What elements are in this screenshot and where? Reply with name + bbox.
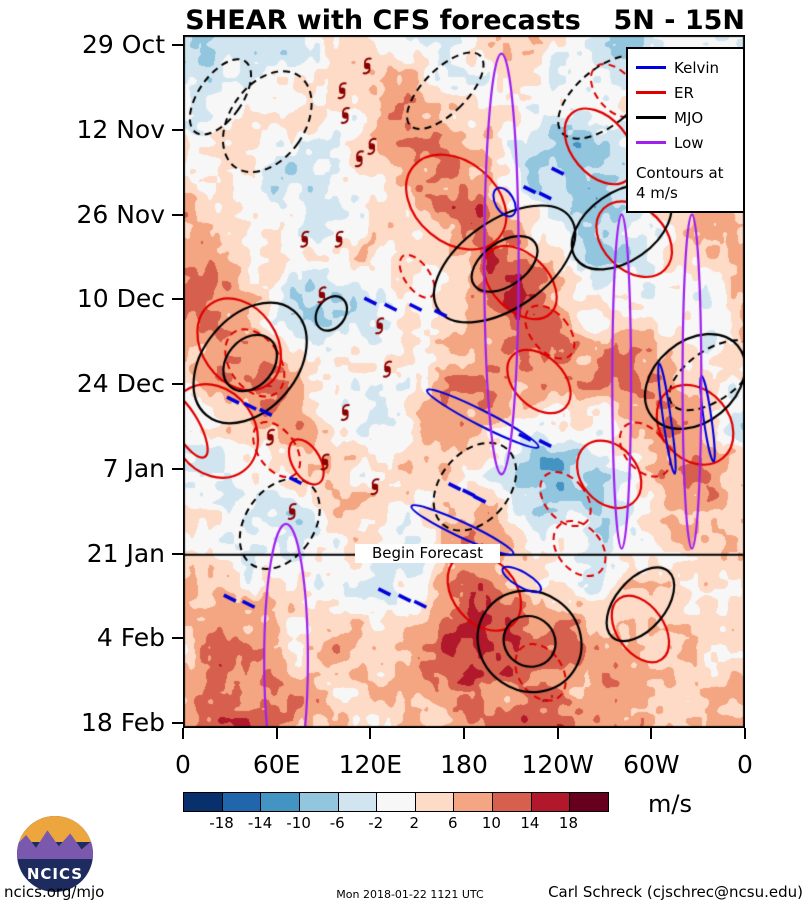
legend-entry-label: MJO xyxy=(674,108,704,127)
y-tick-mark xyxy=(172,213,183,216)
legend-entry-low: Low xyxy=(636,130,737,155)
colorbar-units: m/s xyxy=(648,790,692,818)
x-tick-label: 0 xyxy=(737,750,753,779)
contour-note: Contours at 4 m/s xyxy=(636,163,737,203)
begin-forecast-label: Begin Forecast xyxy=(355,544,500,563)
x-tick-label: 120W xyxy=(521,750,594,779)
colorbar-cell xyxy=(184,793,223,811)
logo-text: NCICS xyxy=(26,865,84,883)
colorbar-tick-label: -14 xyxy=(247,814,273,832)
footer-url: ncics.org/mjo xyxy=(4,883,105,901)
colorbar-tick-label: 2 xyxy=(409,814,420,832)
y-tick-label: 24 Dec xyxy=(76,369,165,398)
contour-note-line2: 4 m/s xyxy=(636,184,678,202)
legend-line-icon xyxy=(636,141,666,144)
x-tick-label: 0 xyxy=(175,750,191,779)
x-tick-mark xyxy=(182,728,184,739)
x-tick-mark xyxy=(275,728,278,739)
colorbar-cell xyxy=(454,793,494,811)
legend-entry-mjo: MJO xyxy=(636,105,737,130)
y-tick-mark xyxy=(172,298,183,301)
colorbar-tick-label: -2 xyxy=(368,814,384,832)
ncics-logo: NCICS xyxy=(17,816,93,892)
colorbar-tick-label: 6 xyxy=(448,814,458,832)
colorbar-tick-label: -10 xyxy=(286,814,311,832)
chart-title: SHEAR with CFS forecasts xyxy=(185,5,581,36)
colorbar xyxy=(183,792,609,812)
logo-sky xyxy=(17,816,93,842)
colorbar-cell xyxy=(338,793,378,811)
x-tick-mark xyxy=(556,728,559,739)
legend-entry-kelvin: Kelvin xyxy=(636,55,737,80)
colorbar-cell xyxy=(531,793,571,811)
colorbar-cell xyxy=(377,793,416,811)
y-tick-mark xyxy=(172,128,183,131)
colorbar-cell xyxy=(299,793,339,811)
colorbar-tick-label: 18 xyxy=(558,814,578,832)
y-tick-mark xyxy=(172,552,183,555)
colorbar-tick-label: 14 xyxy=(520,814,540,832)
y-tick-label: 12 Nov xyxy=(76,114,165,144)
colorbar-cell xyxy=(493,793,532,811)
legend-entries: Kelvin ER MJO Low xyxy=(636,55,737,155)
x-tick-mark xyxy=(650,728,653,739)
footer-timestamp: Mon 2018-01-22 1121 UTC xyxy=(336,888,484,901)
x-tick-label: 120E xyxy=(338,750,403,779)
colorbar-cell xyxy=(415,793,455,811)
y-tick-mark xyxy=(172,44,183,46)
y-tick-label: 7 Jan xyxy=(102,453,165,483)
x-tick-mark xyxy=(369,728,372,739)
footer-credit: Carl Schreck (cjschrec@ncsu.edu) xyxy=(548,883,803,901)
y-tick-mark xyxy=(172,637,183,640)
y-tick-label: 21 Jan xyxy=(86,538,165,568)
legend-line-icon xyxy=(636,91,666,94)
x-tick-mark xyxy=(744,728,746,739)
legend-entry-er: ER xyxy=(636,80,737,105)
x-tick-label: 60E xyxy=(252,750,301,779)
contour-note-line1: Contours at xyxy=(636,164,724,182)
legend-entry-label: ER xyxy=(674,83,694,102)
legend-entry-label: Kelvin xyxy=(674,58,720,77)
y-tick-mark xyxy=(172,467,183,470)
colorbar-tick-label: 10 xyxy=(481,814,501,832)
y-tick-label: 18 Feb xyxy=(80,708,165,737)
legend-entry-label: Low xyxy=(674,133,704,152)
y-tick-label: 10 Dec xyxy=(76,284,165,314)
x-tick-mark xyxy=(463,728,465,739)
legend-line-icon xyxy=(636,116,666,119)
colorbar-cell xyxy=(222,793,262,811)
chart-region: 5N - 15N xyxy=(613,5,745,36)
legend: Kelvin ER MJO Low Contours at 4 m/s xyxy=(626,47,745,213)
x-tick-label: 180 xyxy=(440,750,488,779)
y-tick-label: 26 Nov xyxy=(76,199,165,229)
y-tick-label: 29 Oct xyxy=(82,30,165,59)
y-tick-label: 4 Feb xyxy=(96,623,165,653)
colorbar-cell xyxy=(261,793,300,811)
y-tick-mark xyxy=(172,383,183,385)
colorbar-tick-label: -18 xyxy=(209,814,234,832)
legend-line-icon xyxy=(636,66,666,69)
x-tick-label: 60W xyxy=(623,750,680,779)
colorbar-cell xyxy=(570,793,609,811)
colorbar-tick-label: -6 xyxy=(329,814,345,832)
y-tick-mark xyxy=(172,722,183,724)
